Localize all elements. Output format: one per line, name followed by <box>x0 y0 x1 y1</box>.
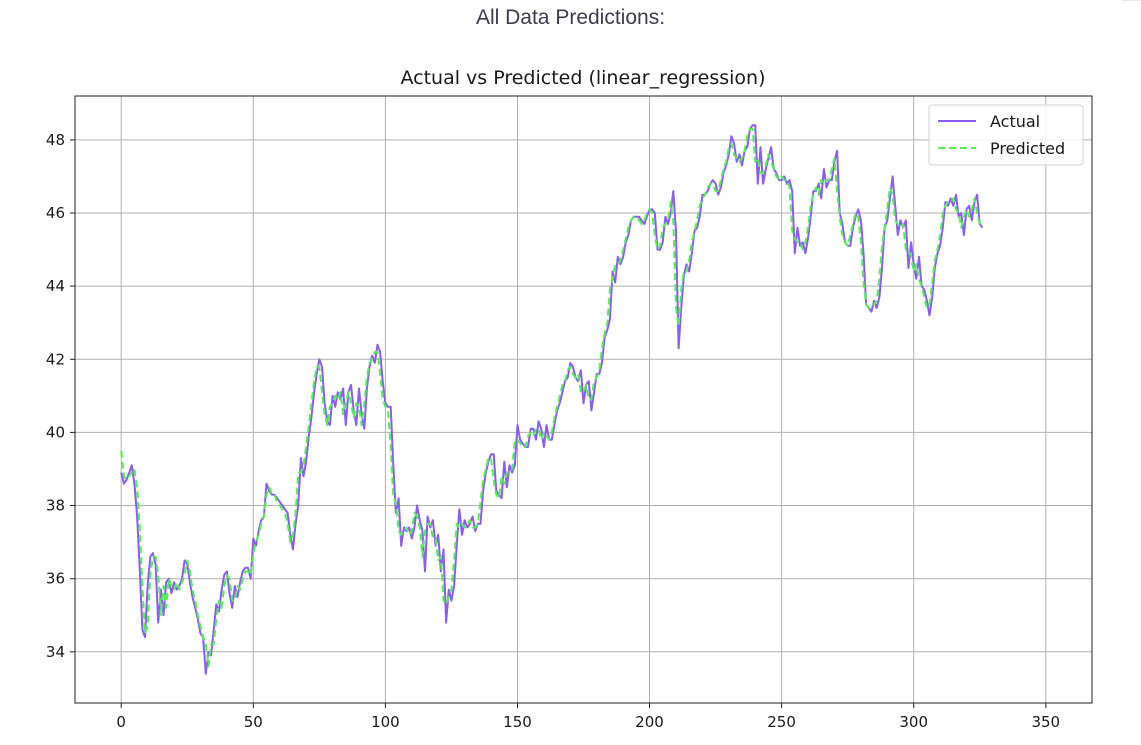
y-tick-label: 46 <box>46 204 65 222</box>
y-tick-label: 40 <box>46 423 65 441</box>
legend-actual-label: Actual <box>990 112 1040 131</box>
x-tick-label: 150 <box>503 713 532 731</box>
x-tick-label: 0 <box>116 713 126 731</box>
legend: Actual Predicted <box>928 104 1084 166</box>
legend-predicted-label: Predicted <box>990 139 1065 158</box>
x-tick-label: 100 <box>371 713 400 731</box>
chart-title: Actual vs Predicted (linear_regression) <box>400 67 765 89</box>
x-tick-label: 250 <box>767 713 796 731</box>
page-heading: All Data Predictions: <box>475 6 666 29</box>
y-tick-label: 36 <box>46 570 65 588</box>
plot-frame <box>74 95 1093 704</box>
x-tick-label: 300 <box>899 713 928 731</box>
x-tick-label: 200 <box>635 713 664 731</box>
y-tick-label: 34 <box>46 643 65 661</box>
actual-series-line <box>120 124 984 675</box>
y-tick-label: 38 <box>46 497 65 515</box>
grid-lines <box>75 96 1092 703</box>
y-tick-label: 42 <box>46 350 65 368</box>
x-tick-label: 50 <box>244 713 263 731</box>
x-tick-label: 350 <box>1031 713 1060 731</box>
predicted-series-line <box>120 127 984 668</box>
y-tick-label: 44 <box>46 277 65 295</box>
y-tick-label: 48 <box>46 131 65 149</box>
series-lines <box>120 124 984 675</box>
axis-ticks: 0 50 100 150 200 250 300 350 34 36 38 40 42 44 46 48 <box>46 131 1060 731</box>
top-edge-rule <box>1122 0 1141 1</box>
